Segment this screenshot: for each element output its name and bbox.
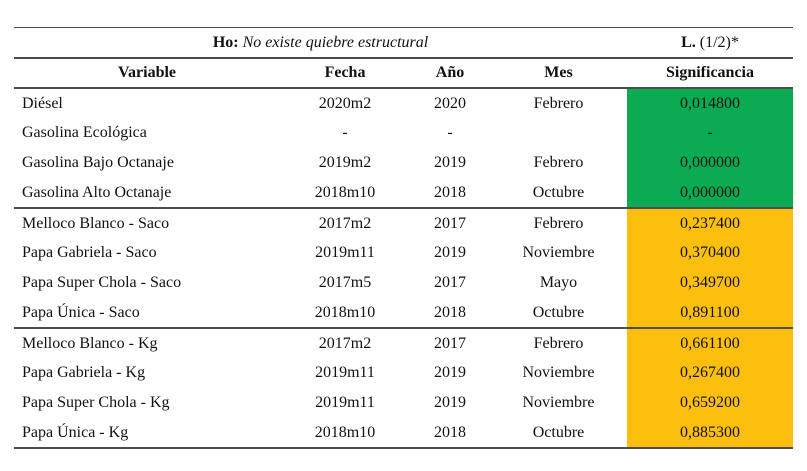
variable-cell: Papa Única - Kg (14, 418, 280, 449)
variable-cell: Papa Gabriela - Saco (22, 244, 157, 261)
table-row: Papa Única - Saco 2018m10 2018 Octubre 0… (14, 298, 793, 328)
significancia-cell: - (627, 118, 793, 148)
fecha-cell: 2019m11 (315, 244, 375, 261)
anio-cell: 2017 (434, 274, 466, 291)
mes-cell: Mayo (539, 274, 578, 291)
anio-cell: 2018 (434, 303, 466, 321)
fecha-cell: 2018m10 (280, 418, 410, 449)
hypothesis-header-row: Ho: No existe quiebre estructural L. (1/… (14, 27, 793, 59)
table-row: Gasolina Alto Octanaje 2018m10 2018 Octu… (14, 178, 793, 208)
mes-cell: Febrero (490, 327, 627, 358)
anio-cell: 2018 (434, 183, 466, 201)
mes-cell: Noviembre (522, 394, 595, 411)
table-row: Papa Única - Kg 2018m10 2018 Octubre 0,8… (14, 418, 793, 449)
column-header-fecha: Fecha (280, 58, 410, 89)
mes-cell: Octubre (490, 418, 627, 449)
variable-cell: Papa Super Chola - Kg (22, 394, 170, 411)
significancia-cell: 0,000000 (627, 178, 793, 208)
variable-cell: Melloco Blanco - Kg (14, 327, 280, 358)
fecha-cell: 2017m2 (280, 207, 410, 238)
fecha-cell: 2019m2 (318, 154, 372, 171)
statistic-label: L. (681, 33, 696, 51)
variable-cell: Melloco Blanco - Saco (14, 207, 280, 238)
variable-cell: Papa Gabriela - Kg (22, 364, 146, 381)
anio-cell: 2020 (434, 94, 466, 112)
anio-cell: 2019 (434, 154, 466, 171)
significancia-cell: 0,014800 (627, 88, 793, 118)
variable-cell: Papa Super Chola - Saco (22, 274, 182, 291)
mes-cell (490, 118, 627, 148)
column-header-significancia: Significancia (627, 58, 793, 89)
variable-cell: Diésel (22, 94, 63, 112)
mes-cell: Febrero (533, 154, 584, 171)
fecha-cell: 2017m5 (318, 274, 372, 291)
variable-cell: Papa Única - Saco (22, 303, 140, 321)
null-hypothesis-header: Ho: No existe quiebre estructural (14, 27, 627, 59)
table-row: Papa Gabriela - Saco 2019m11 2019 Noviem… (14, 238, 793, 268)
statistic-header: L. (1/2)* (627, 27, 793, 59)
fecha-cell: 2019m11 (315, 394, 375, 411)
fecha-cell: 2018m10 (314, 303, 376, 321)
anio-cell: 2017 (410, 207, 490, 238)
hypothesis-text: No existe quiebre estructural (242, 33, 429, 51)
significancia-cell: 0,237400 (627, 207, 793, 238)
mes-cell: Octubre (532, 183, 585, 201)
structural-break-test-table: Ho: No existe quiebre estructural L. (1/… (14, 27, 793, 449)
table-row: Gasolina Ecológica - - - (14, 118, 793, 148)
table-row: Diésel 2020m2 2020 Febrero 0,014800 (14, 88, 793, 118)
significancia-cell: 0,000000 (627, 148, 793, 178)
mes-cell: Noviembre (522, 244, 595, 261)
anio-cell: 2017 (410, 327, 490, 358)
table-row: Papa Super Chola - Saco 2017m5 2017 Mayo… (14, 268, 793, 298)
column-header-variable: Variable (14, 58, 280, 89)
statistic-suffix: (1/2)* (699, 33, 739, 51)
hypothesis-label: Ho: (212, 33, 239, 51)
table-row: Melloco Blanco - Saco 2017m2 2017 Febrer… (14, 207, 793, 238)
table-row: Papa Gabriela - Kg 2019m11 2019 Noviembr… (14, 358, 793, 388)
significancia-cell: 0,349700 (627, 268, 793, 298)
significancia-cell: 0,885300 (627, 418, 793, 449)
fecha-cell: 2019m11 (315, 364, 375, 381)
table-row: Gasolina Bajo Octanaje 2019m2 2019 Febre… (14, 148, 793, 178)
table-row: Papa Super Chola - Kg 2019m11 2019 Novie… (14, 388, 793, 418)
mes-cell: Febrero (533, 94, 584, 112)
mes-cell: Octubre (532, 303, 585, 321)
variable-cell: Gasolina Ecológica (22, 124, 147, 141)
table-row: Melloco Blanco - Kg 2017m2 2017 Febrero … (14, 327, 793, 358)
mes-cell: Noviembre (522, 364, 595, 381)
significancia-cell: 0,891100 (627, 298, 793, 328)
anio-cell: 2019 (434, 364, 466, 381)
anio-cell: 2019 (434, 394, 466, 411)
anio-cell: 2018 (410, 418, 490, 449)
column-header-mes: Mes (490, 58, 627, 89)
fecha-cell: - (342, 124, 348, 141)
anio-cell: 2019 (434, 244, 466, 261)
variable-cell: Gasolina Alto Octanaje (22, 183, 172, 201)
significancia-cell: 0,661100 (627, 327, 793, 358)
significancia-cell: 0,370400 (627, 238, 793, 268)
anio-cell: - (447, 124, 453, 141)
significancia-cell: 0,267400 (627, 358, 793, 388)
fecha-cell: 2020m2 (318, 94, 372, 112)
significancia-cell: 0,659200 (627, 388, 793, 418)
fecha-cell: 2017m2 (280, 327, 410, 358)
fecha-cell: 2018m10 (314, 183, 376, 201)
column-header-row: Variable Fecha Año Mes Significancia (14, 58, 793, 89)
mes-cell: Febrero (490, 207, 627, 238)
variable-cell: Gasolina Bajo Octanaje (22, 154, 174, 171)
column-header-anio: Año (410, 58, 490, 89)
